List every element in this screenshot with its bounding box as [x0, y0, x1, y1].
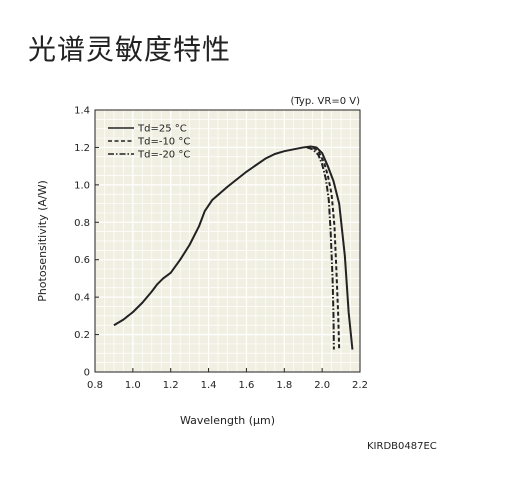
condition-label: (Typ. VR=0 V): [290, 96, 360, 107]
grid-lines: [95, 110, 360, 372]
series-line-1: [113, 145, 354, 350]
x-tick-label: 1.0: [125, 380, 141, 391]
legend-label: Td=25 °C: [137, 124, 187, 135]
y-tick-label: 0: [84, 368, 90, 379]
x-tick-label: 2.2: [352, 380, 368, 391]
series-group: [113, 145, 354, 350]
y-tick-label: 0.6: [74, 255, 90, 266]
y-tick-label: 0.4: [74, 293, 90, 304]
x-tick-label: 2.0: [314, 380, 330, 391]
legend: Td=25 °C Td=-10 °C Td=-20 °C: [108, 124, 190, 161]
series-line-3: [306, 146, 335, 350]
x-tick-label: 1.4: [201, 380, 217, 391]
x-tick-label: 1.8: [276, 380, 292, 391]
axis-ticks: 0.8 1.0 1.2 1.4 1.6 1.8 2.0 2.2 0 0.2 0.4 0.6 0.8 1.0…: [74, 106, 368, 392]
x-axis-title: Wavelength (μm): [180, 414, 275, 427]
legend-label: Td=-10 °C: [137, 137, 190, 148]
y-tick-label: 0.2: [74, 330, 90, 341]
page-title: 光谱灵敏度特性: [28, 33, 232, 66]
y-tick-label: 1.4: [74, 106, 90, 117]
y-tick-label: 1.0: [74, 180, 90, 191]
series-line-2: [307, 146, 341, 350]
x-tick-label: 1.6: [238, 380, 254, 391]
y-tick-label: 1.2: [74, 143, 90, 154]
y-axis-title: Photosensitivity (A/W): [36, 180, 49, 302]
legend-label: Td=-20 °C: [137, 150, 190, 161]
y-tick-label: 0.8: [74, 218, 90, 229]
chart-code-label: KIRDB0487EC: [367, 441, 437, 452]
x-tick-label: 0.8: [87, 380, 103, 391]
x-tick-label: 1.2: [163, 380, 179, 391]
plot-frame: [94, 109, 361, 373]
